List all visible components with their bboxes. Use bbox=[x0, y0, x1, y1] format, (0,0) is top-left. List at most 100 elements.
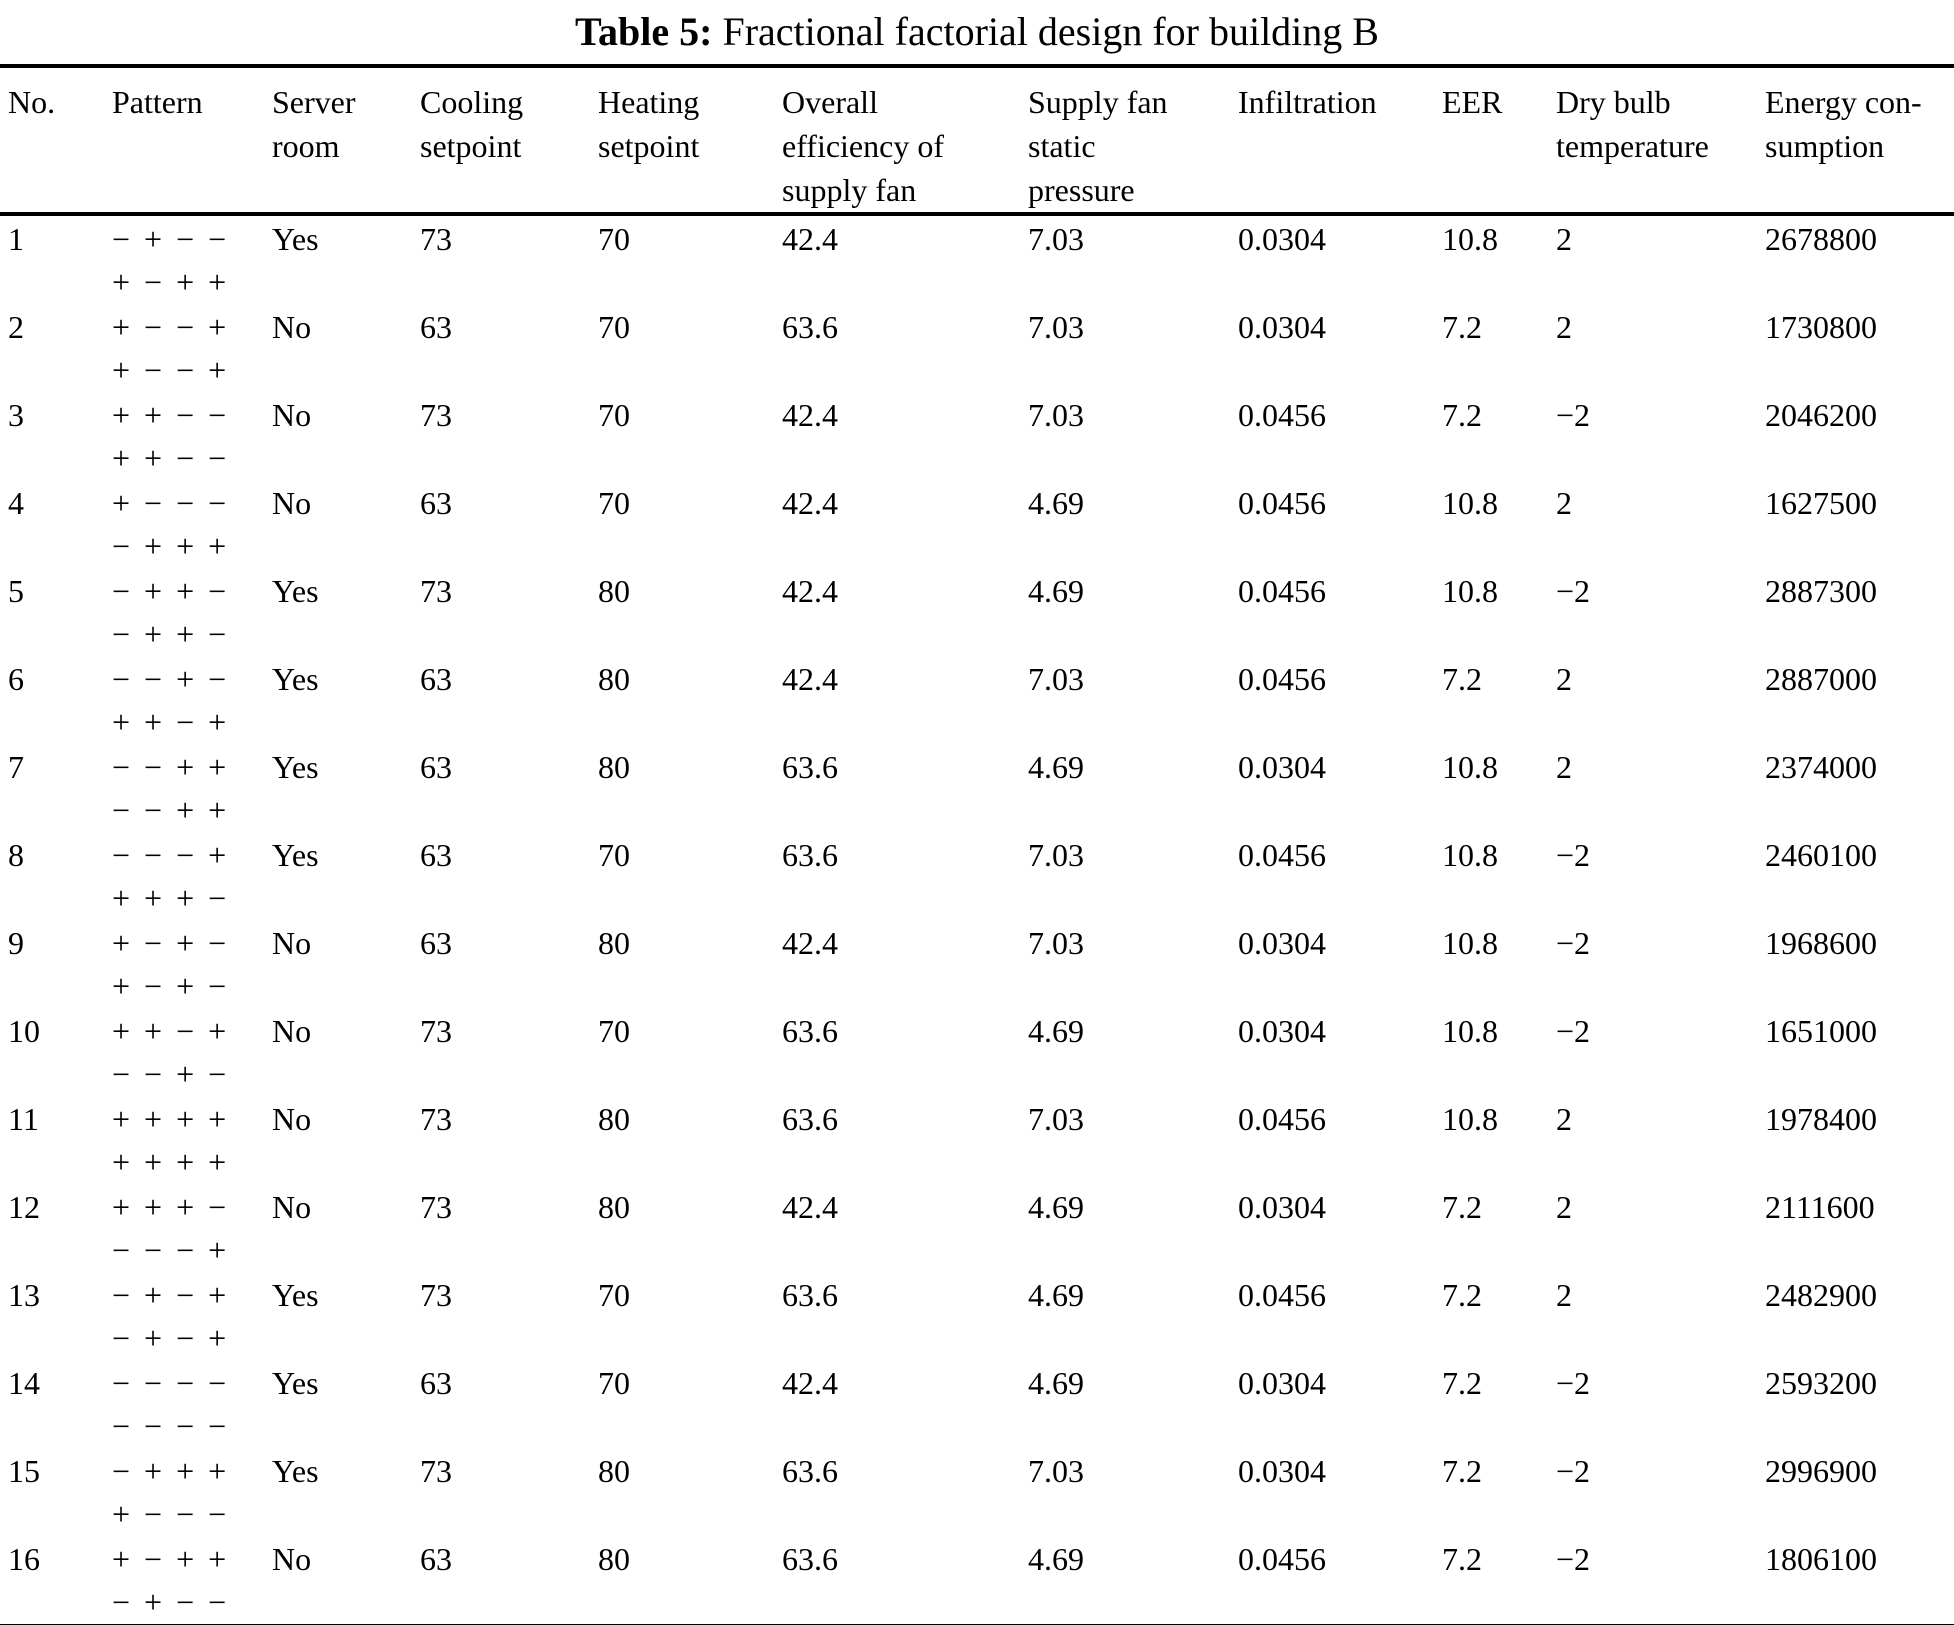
cell-eer: 10.8 bbox=[1442, 749, 1498, 785]
header-dry-bulb: Dry bulb temperature bbox=[1548, 66, 1757, 216]
cell-cooling-setpoint: 73 bbox=[420, 573, 452, 609]
cell-energy: 1806100 bbox=[1765, 1541, 1877, 1577]
cell-cooling-setpoint: 73 bbox=[420, 1013, 452, 1049]
cell-eer: 7.2 bbox=[1442, 1189, 1482, 1225]
cell-fan-efficiency: 42.4 bbox=[782, 925, 838, 961]
table-row: 4 + − − − − + + + No 63 70 42.4 4.69 0.0456 10.8 2… bbox=[0, 480, 1954, 568]
cell-heating-setpoint: 80 bbox=[598, 573, 630, 609]
cell-no: 11 bbox=[8, 1101, 39, 1137]
cell-cooling-setpoint: 73 bbox=[420, 1277, 452, 1313]
cell-energy: 2593200 bbox=[1765, 1365, 1877, 1401]
pattern-line-1: + − + + bbox=[112, 1541, 230, 1577]
table-row: 12 + + + − − − − + No 73 80 42.4 4.69 0.0304 7.2 2… bbox=[0, 1184, 1954, 1272]
table-header: No. Pattern Server room Cooling setpoint… bbox=[0, 66, 1954, 216]
cell-pattern: − − + + − − + + bbox=[104, 744, 264, 832]
cell-server-room: No bbox=[272, 1541, 312, 1577]
cell-fan-efficiency: 42.4 bbox=[782, 1365, 838, 1401]
cell-heating-setpoint: 80 bbox=[598, 1189, 630, 1225]
pattern-line-1: + + + − bbox=[112, 1189, 230, 1225]
cell-no: 8 bbox=[8, 837, 24, 873]
cell-server-room: No bbox=[272, 309, 312, 345]
cell-cooling-setpoint: 63 bbox=[420, 749, 452, 785]
cell-fan-efficiency: 63.6 bbox=[782, 837, 838, 873]
cell-infiltration: 0.0304 bbox=[1238, 1453, 1326, 1489]
pattern-line-2: + − + + bbox=[112, 264, 230, 300]
cell-energy: 2996900 bbox=[1765, 1453, 1877, 1489]
cell-cooling-setpoint: 73 bbox=[420, 1189, 452, 1225]
cell-pattern: − + + − − + + − bbox=[104, 568, 264, 656]
header-heating-setpoint: Heating setpoint bbox=[590, 66, 774, 216]
pattern-line-2: + + + + bbox=[112, 1144, 230, 1180]
cell-static-pressure: 7.03 bbox=[1028, 661, 1084, 697]
cell-fan-efficiency: 42.4 bbox=[782, 1189, 838, 1225]
table-row: 1 − + − − + − + + Yes 73 70 42.4 7.03 0.0304 10.8… bbox=[0, 214, 1954, 304]
cell-infiltration: 0.0456 bbox=[1238, 661, 1326, 697]
header-row: No. Pattern Server room Cooling setpoint… bbox=[0, 66, 1954, 216]
cell-infiltration: 0.0304 bbox=[1238, 221, 1326, 257]
cell-cooling-setpoint: 73 bbox=[420, 397, 452, 433]
cell-pattern: + + + + + + + + bbox=[104, 1096, 264, 1184]
pattern-line-2: + + − + bbox=[112, 704, 230, 740]
header-static-pressure: Supply fan static pressure bbox=[1020, 66, 1230, 216]
cell-dry-bulb: 2 bbox=[1556, 221, 1572, 257]
cell-infiltration: 0.0304 bbox=[1238, 1013, 1326, 1049]
cell-heating-setpoint: 70 bbox=[598, 221, 630, 257]
cell-fan-efficiency: 63.6 bbox=[782, 1541, 838, 1577]
header-cooling-setpoint: Cooling setpoint bbox=[412, 66, 590, 216]
header-fan-efficiency: Overall efficiency of supply fan bbox=[774, 66, 1020, 216]
cell-server-room: No bbox=[272, 1189, 312, 1225]
cell-heating-setpoint: 80 bbox=[598, 661, 630, 697]
cell-static-pressure: 7.03 bbox=[1028, 309, 1084, 345]
cell-cooling-setpoint: 63 bbox=[420, 309, 452, 345]
cell-heating-setpoint: 70 bbox=[598, 1013, 630, 1049]
cell-heating-setpoint: 80 bbox=[598, 1541, 630, 1577]
cell-no: 4 bbox=[8, 485, 24, 521]
cell-fan-efficiency: 63.6 bbox=[782, 1013, 838, 1049]
pattern-line-2: + − − − bbox=[112, 1496, 230, 1532]
cell-eer: 7.2 bbox=[1442, 1365, 1482, 1401]
header-server-room: Server room bbox=[264, 66, 412, 216]
cell-eer: 7.2 bbox=[1442, 1541, 1482, 1577]
table-caption-label: Table 5: bbox=[575, 9, 713, 54]
cell-dry-bulb: −2 bbox=[1556, 397, 1591, 433]
cell-dry-bulb: −2 bbox=[1556, 1013, 1591, 1049]
cell-energy: 1978400 bbox=[1765, 1101, 1877, 1137]
cell-heating-setpoint: 70 bbox=[598, 1365, 630, 1401]
cell-static-pressure: 4.69 bbox=[1028, 1277, 1084, 1313]
header-energy: Energy con- sumption bbox=[1757, 66, 1954, 216]
table-caption: Table 5: Fractional factorial design for… bbox=[0, 6, 1954, 58]
cell-eer: 10.8 bbox=[1442, 221, 1498, 257]
cell-server-room: Yes bbox=[272, 837, 319, 873]
cell-heating-setpoint: 80 bbox=[598, 925, 630, 961]
cell-eer: 10.8 bbox=[1442, 1013, 1498, 1049]
cell-energy: 1627500 bbox=[1765, 485, 1877, 521]
cell-static-pressure: 7.03 bbox=[1028, 221, 1084, 257]
cell-cooling-setpoint: 73 bbox=[420, 221, 452, 257]
cell-pattern: + − − − − + + + bbox=[104, 480, 264, 568]
fractional-factorial-table: No. Pattern Server room Cooling setpoint… bbox=[0, 64, 1954, 1625]
header-pattern: Pattern bbox=[104, 66, 264, 216]
cell-dry-bulb: 2 bbox=[1556, 309, 1572, 345]
cell-dry-bulb: −2 bbox=[1556, 925, 1591, 961]
cell-static-pressure: 4.69 bbox=[1028, 573, 1084, 609]
cell-server-room: No bbox=[272, 1013, 312, 1049]
table-row: 14 − − − − − − − − Yes 63 70 42.4 4.69 0.0304 7.2… bbox=[0, 1360, 1954, 1448]
cell-energy: 1730800 bbox=[1765, 309, 1877, 345]
cell-eer: 10.8 bbox=[1442, 573, 1498, 609]
cell-server-room: No bbox=[272, 397, 312, 433]
cell-infiltration: 0.0456 bbox=[1238, 1277, 1326, 1313]
cell-eer: 7.2 bbox=[1442, 309, 1482, 345]
cell-cooling-setpoint: 63 bbox=[420, 1541, 452, 1577]
cell-heating-setpoint: 80 bbox=[598, 1453, 630, 1489]
pattern-line-1: − + − − bbox=[112, 221, 230, 257]
cell-heating-setpoint: 70 bbox=[598, 837, 630, 873]
cell-cooling-setpoint: 73 bbox=[420, 1101, 452, 1137]
cell-heating-setpoint: 70 bbox=[598, 397, 630, 433]
cell-heating-setpoint: 80 bbox=[598, 749, 630, 785]
cell-infiltration: 0.0456 bbox=[1238, 573, 1326, 609]
pattern-line-1: + + + + bbox=[112, 1101, 230, 1137]
pattern-line-2: − − + + bbox=[112, 792, 230, 828]
cell-energy: 2374000 bbox=[1765, 749, 1877, 785]
cell-no: 12 bbox=[8, 1189, 40, 1225]
